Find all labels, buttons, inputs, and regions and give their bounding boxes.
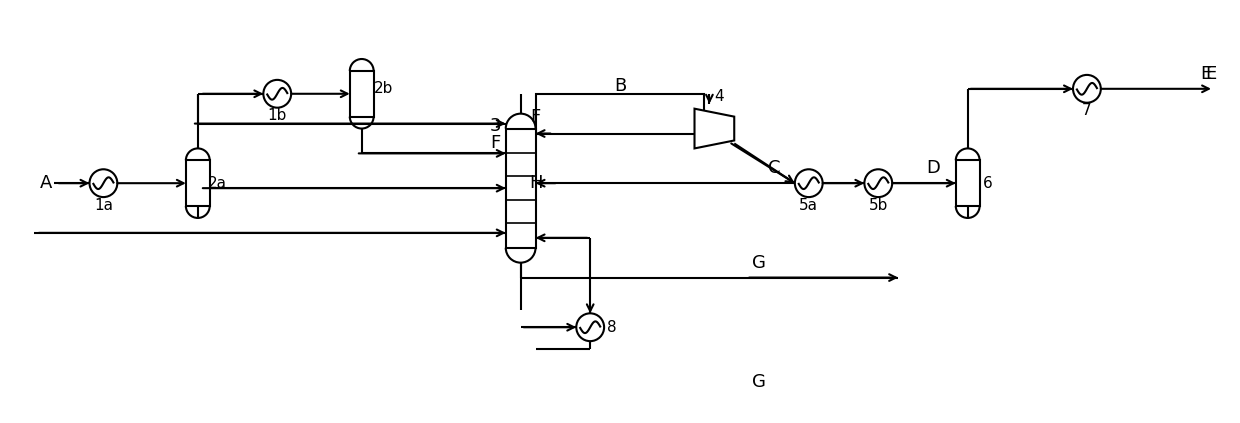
Circle shape [795,169,822,197]
Text: G: G [753,373,766,391]
Text: D: D [926,159,940,177]
Circle shape [1073,75,1101,103]
Text: H: H [528,174,542,192]
Polygon shape [694,109,734,148]
Text: A: A [40,174,52,192]
Text: 3: 3 [490,117,501,135]
Text: 4: 4 [714,89,724,104]
Circle shape [577,313,604,341]
Text: 6: 6 [982,176,992,191]
Bar [536,94,704,134]
Text: F: F [491,135,501,152]
Text: 2b: 2b [374,81,393,96]
Bar [350,71,373,117]
Text: F: F [531,107,541,126]
Text: 8: 8 [608,320,616,335]
Bar [506,129,536,248]
Circle shape [263,80,291,108]
Text: 1b: 1b [268,108,286,123]
Text: 5a: 5a [800,198,818,212]
Bar [956,160,980,206]
Text: B: B [614,77,626,95]
Text: G: G [753,254,766,272]
Text: 1a: 1a [94,198,113,212]
Bar [186,160,210,206]
Circle shape [864,169,893,197]
Text: E: E [1200,65,1211,83]
Text: 7: 7 [1083,103,1091,118]
Text: 2a: 2a [208,176,227,191]
Text: E: E [1205,65,1216,83]
Text: 5b: 5b [868,198,888,212]
Text: C: C [768,159,780,177]
Circle shape [89,169,118,197]
